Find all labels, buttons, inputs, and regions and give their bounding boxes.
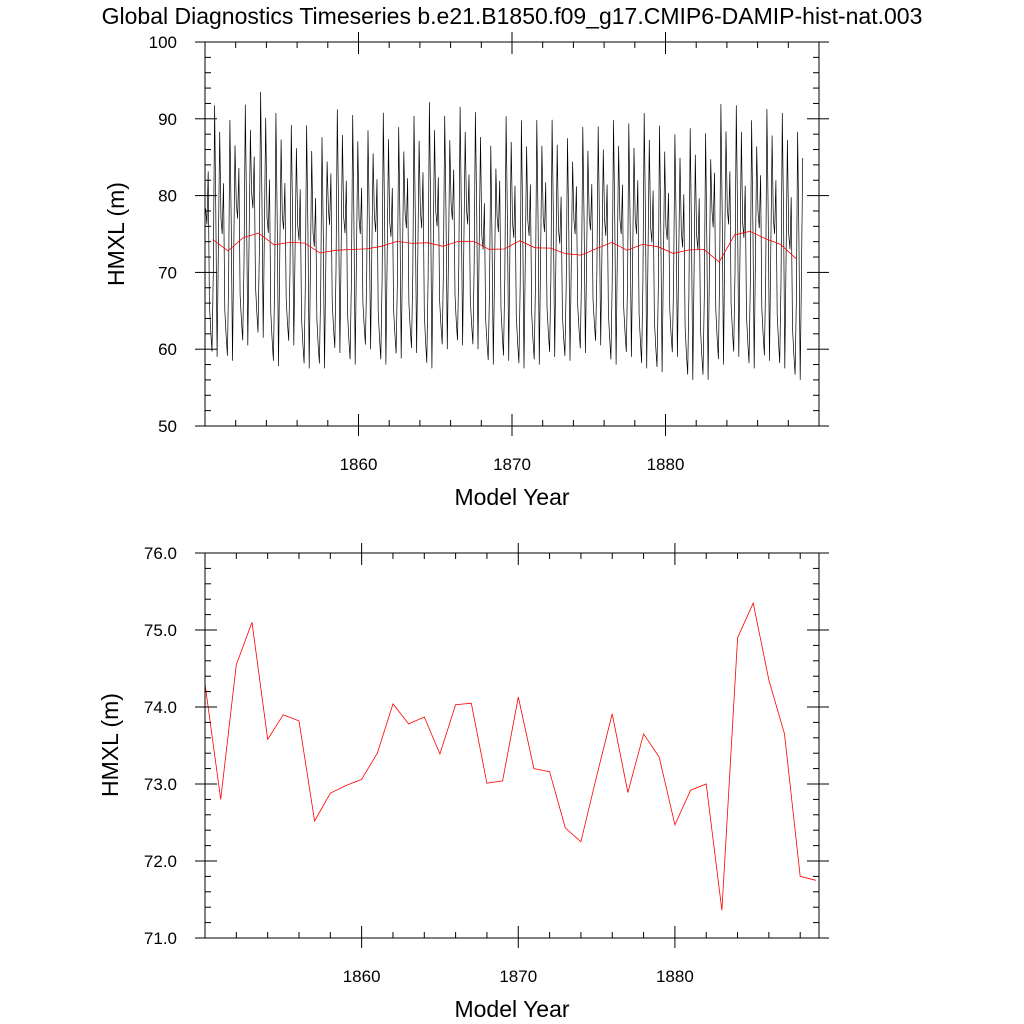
x-tick-label: 1860 [340,455,378,474]
bottom-y-axis-label: HMXL (m) [97,693,123,797]
y-tick-label: 90 [158,110,177,129]
y-tick-label: 74.0 [144,698,177,717]
y-tick-label: 50 [158,417,177,436]
top-plot-frame [204,41,820,427]
y-tick-label: 80 [158,187,177,206]
top-x-axis-label: Model Year [454,484,569,510]
bottom-series-0-annual-line [205,601,816,911]
y-tick-label: 75.0 [144,621,177,640]
y-tick-label: 73.0 [144,775,177,794]
x-tick-label: 1860 [343,967,381,986]
bottom-panel: 1860 1870 1880 71.0 72.0 73.0 74.0 75.0 76.0 HMX… [97,543,829,1022]
y-tick-label: 72.0 [144,852,177,871]
top-ticks-group: 1860 1870 1880 50 60 70 80 90 100 [149,32,829,474]
y-tick-label: 60 [158,340,177,359]
y-tick-label: 70 [158,263,177,282]
bottom-plot-frame [204,552,820,939]
x-tick-label: 1880 [647,455,685,474]
top-panel: 1860 1870 1880 50 60 70 80 90 100 HMXL (m) Model… [103,32,829,510]
top-y-axis-label: HMXL (m) [103,182,129,286]
x-tick-label: 1880 [656,967,694,986]
figure-title: Global Diagnostics Timeseries b.e21.B185… [102,3,923,29]
y-tick-label: 71.0 [144,929,177,948]
bottom-ticks-group: 1860 1870 1880 71.0 72.0 73.0 74.0 75.0 76.0 [144,543,829,986]
x-tick-label: 1870 [499,967,537,986]
top-series-0-monthly-line [205,91,804,380]
top-series-1-annual-line [212,230,797,263]
x-tick-label: 1870 [493,455,531,474]
y-tick-label: 100 [149,33,177,52]
bottom-series-group [205,601,816,911]
top-series-group [205,91,804,380]
bottom-x-axis-label: Model Year [454,996,569,1022]
y-tick-label: 76.0 [144,544,177,563]
